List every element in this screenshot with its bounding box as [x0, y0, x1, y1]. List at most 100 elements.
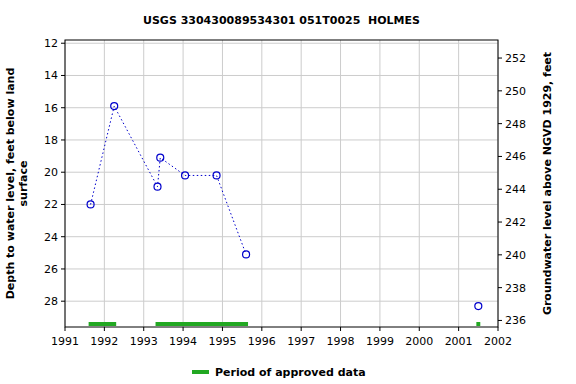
chart: USGS 330430089534301 051T0025 HOLMES 1991… [0, 0, 576, 384]
grid-line [261, 40, 262, 327]
tick-label: 240 [505, 249, 526, 262]
legend-swatch [192, 370, 209, 374]
tick [183, 327, 184, 331]
data-point [213, 172, 220, 179]
data-point [182, 172, 189, 179]
tick-label: 26 [44, 263, 58, 276]
approved-period [156, 322, 249, 326]
grid-line [65, 43, 498, 44]
grid-line [65, 107, 498, 108]
tick [61, 301, 65, 302]
tick [143, 327, 144, 331]
grid-line [65, 75, 498, 76]
grid-line [65, 268, 498, 269]
tick [379, 327, 380, 331]
tick [498, 123, 502, 124]
tick-label: 16 [44, 102, 58, 115]
tick [301, 327, 302, 331]
grid-line [65, 204, 498, 205]
tick [498, 287, 502, 288]
tick [61, 43, 65, 44]
tick [65, 327, 66, 331]
data-point [111, 103, 118, 110]
tick-label: 1991 [51, 335, 79, 348]
tick-label: 28 [44, 295, 58, 308]
tick [61, 172, 65, 173]
tick-label: 24 [44, 231, 58, 244]
tick-label: 248 [505, 118, 526, 131]
data-point [87, 201, 94, 208]
tick-label: 1993 [130, 335, 158, 348]
tick-label: 1994 [169, 335, 197, 348]
y-axis-label: Depth to water level, feet below land [4, 68, 17, 300]
tick-label: 242 [505, 216, 526, 229]
tick [498, 156, 502, 157]
y-axis-label: surface [17, 161, 30, 207]
tick [261, 327, 262, 331]
tick [458, 327, 459, 331]
title: USGS 330430089534301 051T0025 HOLMES [143, 14, 420, 27]
tick-label: 1997 [287, 335, 315, 348]
tick-label: 22 [44, 198, 58, 211]
tick-label: 250 [505, 85, 526, 98]
tick-label: 18 [44, 134, 58, 147]
tick [498, 58, 502, 59]
tick [419, 327, 420, 331]
data-point [243, 251, 250, 258]
data-point [157, 154, 164, 161]
approved-period [89, 322, 117, 326]
tick-label: 14 [44, 69, 58, 82]
grid-line [143, 40, 144, 327]
grid-line [104, 40, 105, 327]
tick [498, 189, 502, 190]
tick-label: 1998 [327, 335, 355, 348]
grid-line [458, 40, 459, 327]
tick [498, 90, 502, 91]
tick [61, 107, 65, 108]
tick-label: 1992 [90, 335, 118, 348]
grid-line [419, 40, 420, 327]
tick-label: 1995 [208, 335, 236, 348]
data-line [91, 106, 479, 306]
tick [498, 254, 502, 255]
tick [104, 327, 105, 331]
tick-label: 244 [505, 183, 526, 196]
grid-line [65, 301, 498, 302]
tick [498, 327, 499, 331]
data-point [154, 183, 161, 190]
grid-line [379, 40, 380, 327]
tick [61, 75, 65, 76]
grid-line [65, 139, 498, 140]
tick [222, 327, 223, 331]
tick-label: 2001 [445, 335, 473, 348]
tick-label: 238 [505, 282, 526, 295]
tick-label: 252 [505, 52, 526, 65]
tick-label: 246 [505, 150, 526, 163]
y2-axis-label: Groundwater level above NGVD 1929, feet [541, 52, 554, 315]
grid-line [183, 40, 184, 327]
data-group [87, 103, 482, 326]
grid-line [65, 172, 498, 173]
tick [498, 320, 502, 321]
tick-label: 1996 [248, 335, 276, 348]
tick [498, 222, 502, 223]
tick [61, 139, 65, 140]
approved-period [476, 322, 480, 326]
grid-line [340, 40, 341, 327]
tick [61, 268, 65, 269]
tick [340, 327, 341, 331]
tick-label: 236 [505, 314, 526, 327]
legend-label: Period of approved data [215, 366, 366, 379]
tick-label: 1999 [366, 335, 394, 348]
tick-label: 2002 [484, 335, 512, 348]
tick-label: 20 [44, 166, 58, 179]
plot-frame [65, 40, 498, 327]
tick [61, 204, 65, 205]
grid-line [65, 236, 498, 237]
tick-label: 2000 [405, 335, 433, 348]
tick [61, 236, 65, 237]
data-point [475, 303, 482, 310]
tick-label: 12 [44, 37, 58, 50]
grid-line [301, 40, 302, 327]
grid-line [222, 40, 223, 327]
